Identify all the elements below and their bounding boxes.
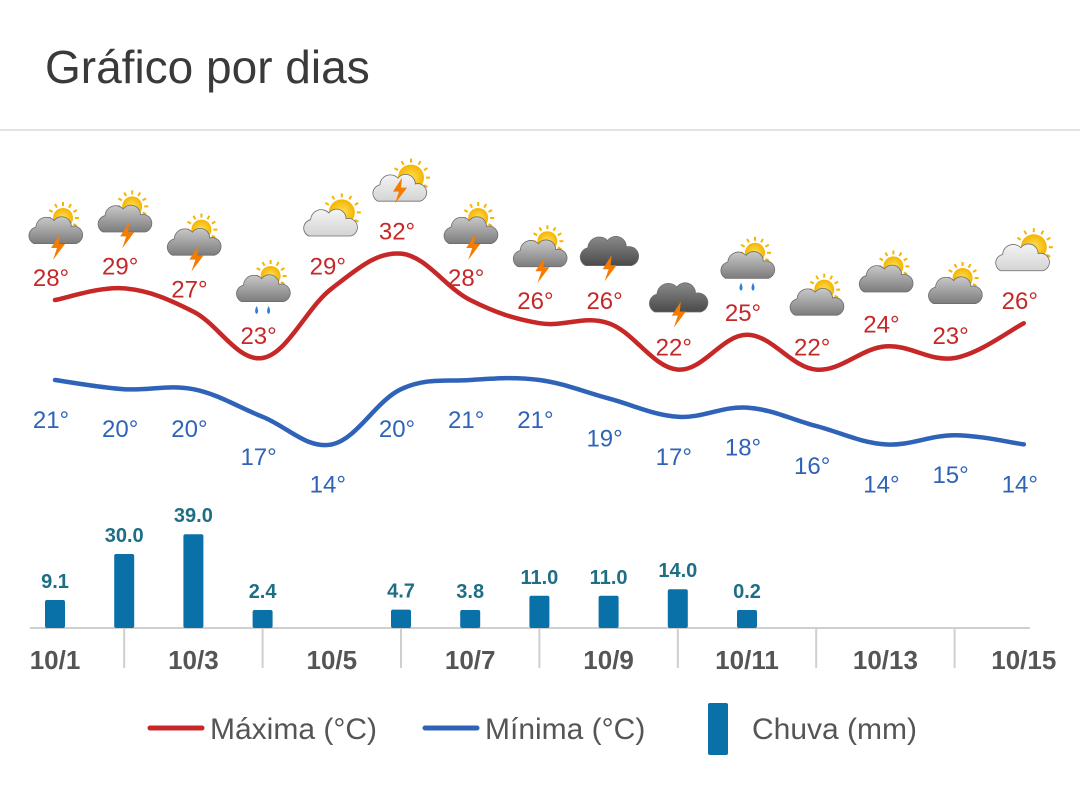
min-temp-label: 20° — [379, 416, 415, 443]
cloud-sun-icon — [928, 262, 983, 304]
cloud-sun-storm-icon — [512, 225, 568, 284]
x-tick-label: 10/15 — [991, 645, 1056, 675]
legend-label: Mínima (°C) — [485, 713, 645, 746]
daily-forecast-chart: 10/1 10/3 10/5 10/7 10/9 10/11 10/13 10/15 9.1 3… — [28, 158, 1056, 755]
rain-label: 2.4 — [249, 581, 278, 603]
rain-bar — [114, 554, 135, 628]
page-title: Gráfico por dias — [45, 41, 370, 93]
min-temp-label: 18° — [725, 435, 761, 462]
min-temp-label: 14° — [310, 471, 346, 498]
rain-label: 4.7 — [387, 581, 415, 603]
weather-icons — [28, 158, 1053, 328]
max-temp-label: 29° — [310, 253, 346, 280]
cloud-storm-icon — [649, 282, 709, 328]
cloud-sun-icon — [789, 273, 845, 316]
sun-cloud-icon — [995, 228, 1053, 272]
min-temp-label: 20° — [171, 416, 207, 443]
cloud-sun-icon — [858, 250, 914, 293]
rain-bar — [460, 610, 481, 628]
max-temp-label: 28° — [33, 265, 69, 292]
rain-label: 14.0 — [658, 560, 697, 582]
rain-label: 30.0 — [105, 525, 144, 547]
max-temp-label: 28° — [448, 265, 484, 292]
min-temp-label: 14° — [863, 471, 899, 498]
cloud-sun-storm-icon — [28, 202, 84, 260]
rain-bar — [529, 595, 550, 628]
header: Gráfico por dias — [0, 0, 1080, 131]
legend-label: Chuva (mm) — [752, 713, 917, 746]
legend-swatch — [708, 703, 728, 755]
legend: Máxima (°C) Mínima (°C) Chuva (mm) — [147, 703, 917, 755]
min-temp-label: 20° — [102, 416, 138, 443]
legend-item: Chuva (mm) — [708, 703, 917, 755]
cloud-sun-rain-icon — [236, 260, 291, 314]
x-tick-label: 10/1 — [30, 645, 81, 675]
rain-label: 39.0 — [174, 505, 213, 527]
x-tick-label: 10/3 — [168, 645, 219, 675]
rain-bar — [252, 610, 273, 628]
rain-bar — [183, 534, 204, 628]
min-temp-label: 17° — [240, 444, 276, 471]
x-axis: 10/1 10/3 10/5 10/7 10/9 10/11 10/13 10/15 — [30, 627, 1056, 675]
temperature-lines — [52, 251, 1027, 448]
max-temp-label: 22° — [656, 335, 692, 362]
x-tick-label: 10/5 — [306, 645, 357, 675]
max-temp-label: 26° — [517, 288, 553, 315]
min-temp-line — [52, 375, 1027, 448]
rain-bar — [737, 610, 757, 628]
legend-label: Máxima (°C) — [210, 713, 377, 746]
sun-cloud-icon — [303, 193, 361, 237]
rain-label: 0.2 — [733, 581, 761, 603]
min-temp-label: 21° — [517, 407, 553, 434]
max-temp-label: 26° — [586, 288, 622, 315]
rain-bar — [667, 589, 688, 628]
min-temp-label: 16° — [794, 453, 830, 480]
x-tick-label: 10/11 — [715, 645, 779, 675]
cloud-sun-storm-icon — [166, 213, 222, 272]
rain-bar — [391, 609, 411, 628]
cloud-sun-storm-icon — [443, 202, 499, 260]
cloud-sun-storm-icon — [97, 190, 153, 249]
legend-item: Máxima (°C) — [147, 713, 377, 746]
legend-item: Mínima (°C) — [422, 713, 645, 746]
max-temp-label: 26° — [1002, 288, 1038, 315]
rain-bar — [45, 599, 65, 628]
max-temp-label: 23° — [932, 323, 968, 350]
rain-label: 9.1 — [41, 571, 69, 593]
max-temp-label: 23° — [240, 323, 276, 350]
min-temp-label: 21° — [33, 407, 69, 434]
rain-bar — [598, 595, 619, 628]
x-tick-label: 10/13 — [853, 645, 918, 675]
value-labels: 9.1 30.0 39.0 2.4 4.7 3.8 11.0 11.0 14.0 0.2 28° 29… — [33, 219, 1038, 603]
cloud-sun-rain-icon — [720, 236, 776, 291]
min-temp-label: 21° — [448, 407, 484, 434]
max-temp-label: 22° — [794, 335, 830, 362]
rain-label: 3.8 — [456, 581, 484, 603]
min-temp-label: 17° — [656, 444, 692, 471]
cloud-storm-icon — [579, 236, 640, 282]
max-temp-line — [52, 251, 1027, 372]
max-temp-label: 32° — [379, 219, 415, 246]
rain-bars — [45, 534, 757, 628]
min-temp-label: 14° — [1002, 471, 1038, 498]
rain-label: 11.0 — [520, 567, 558, 589]
max-temp-label: 29° — [102, 253, 138, 280]
rain-label: 11.0 — [590, 567, 628, 589]
min-temp-label: 15° — [932, 462, 968, 489]
max-temp-label: 24° — [863, 311, 899, 338]
sun-cloud-storm-icon — [372, 158, 430, 204]
min-temp-label: 19° — [586, 425, 622, 452]
x-tick-label: 10/7 — [445, 645, 496, 675]
x-tick-label: 10/9 — [583, 645, 634, 675]
max-temp-label: 27° — [171, 277, 207, 304]
max-temp-label: 25° — [725, 300, 761, 327]
